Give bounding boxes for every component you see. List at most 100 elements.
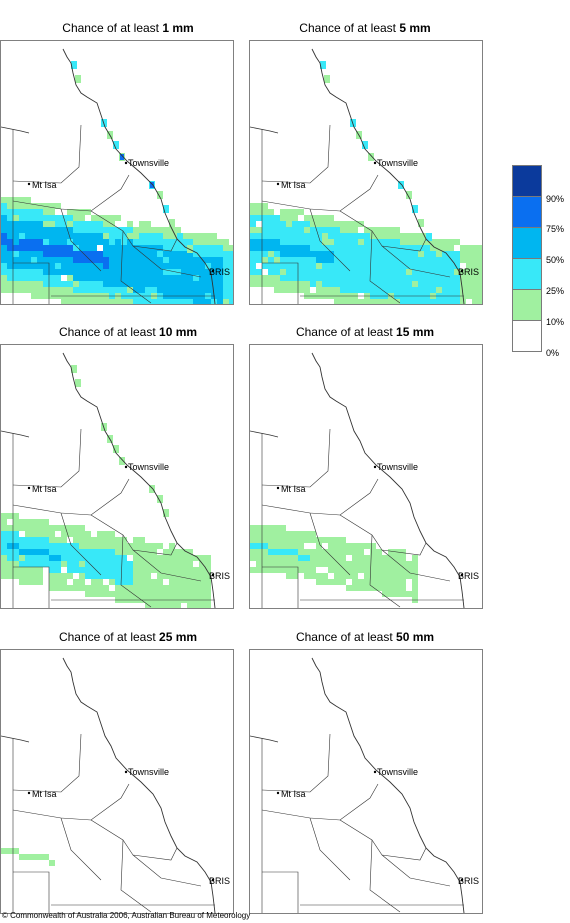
rain-band-green: [250, 525, 418, 603]
rain-map-50mm: Townsville Mt Isa BRIS: [249, 649, 483, 914]
coastline: [62, 657, 216, 913]
district-boundary: [381, 549, 451, 582]
district-boundary: [262, 262, 299, 304]
legend-label-10: 10%: [546, 317, 565, 327]
district-boundary: [12, 783, 130, 821]
mt-isa-marker: [27, 486, 31, 490]
legend-label-50: 50%: [546, 255, 565, 265]
townsville-label: Townsville: [377, 158, 419, 168]
gulf-coastline: [1, 126, 30, 134]
map-svg: [250, 352, 465, 608]
probability-legend: [512, 165, 542, 352]
rain-band-dark: [1, 233, 109, 269]
townsville-marker: [373, 770, 377, 774]
legend-label-0: 0%: [546, 348, 560, 358]
district-boundary: [120, 230, 152, 304]
district-boundary: [132, 549, 202, 582]
district-boundary: [13, 871, 50, 913]
legend-label-75: 75%: [546, 224, 565, 234]
district-boundary: [120, 839, 152, 913]
mt-isa-marker: [27, 182, 31, 186]
map-svg: [250, 657, 465, 913]
gulf-coastline: [1, 735, 30, 743]
mt-isa-marker: [276, 486, 280, 490]
district-boundary: [369, 839, 401, 913]
coastal-rain: [71, 365, 169, 517]
legend-swatch-0: [512, 321, 542, 352]
district-boundary: [309, 512, 351, 576]
panel-title-2: Chance of at least 5 mm: [299, 21, 431, 35]
mt-isa-marker: [276, 182, 280, 186]
map-svg: [250, 48, 482, 304]
rain-map-1mm: Townsville Mt Isa BRIS: [0, 40, 234, 305]
townsville-label: Townsville: [128, 158, 170, 168]
townsville-marker: [373, 161, 377, 165]
district-boundary: [261, 428, 331, 488]
district-boundary: [309, 208, 351, 272]
legend-label-90: 90%: [546, 194, 565, 204]
district-boundary: [90, 819, 178, 861]
mt-isa-label: Mt Isa: [281, 180, 306, 190]
mt-isa-marker: [276, 791, 280, 795]
map-svg: [1, 352, 216, 608]
gulf-coastline: [250, 126, 279, 134]
district-boundary: [339, 819, 427, 861]
map-svg: [1, 48, 233, 304]
rain-band-cyan: [250, 543, 310, 561]
district-boundary: [262, 566, 299, 608]
mt-isa-marker: [27, 791, 31, 795]
gulf-coastline: [250, 735, 279, 743]
district-boundary: [132, 245, 202, 278]
panel-title-1: Chance of at least 1 mm: [62, 21, 194, 35]
district-boundary: [261, 124, 331, 184]
district-boundary: [12, 733, 82, 793]
district-boundary: [12, 124, 82, 184]
mt-isa-label: Mt Isa: [32, 789, 57, 799]
coastal-rain: [320, 61, 432, 241]
rain-band-blue: [250, 239, 334, 263]
rain-band-blue: [7, 543, 61, 561]
district-boundary: [60, 512, 102, 576]
district-boundary: [262, 871, 299, 913]
district-boundary: [60, 208, 102, 272]
townsville-marker: [373, 465, 377, 469]
townsville-label: Townsville: [128, 767, 170, 777]
rain-band-green: [1, 848, 55, 866]
townsville-marker: [124, 465, 128, 469]
copyright-notice: © Commonwealth of Australia 2006, Austra…: [2, 911, 251, 920]
district-boundary: [132, 854, 202, 887]
district-boundary: [381, 854, 451, 887]
district-boundary: [12, 478, 130, 516]
panel-title-4: Chance of at least 15 mm: [295, 325, 435, 339]
legend-swatch-90: [512, 165, 542, 197]
district-boundary: [261, 478, 379, 516]
rain-map-10mm: Townsville Mt Isa BRIS: [0, 344, 234, 609]
brisbane-label: BRIS: [458, 267, 480, 277]
townsville-marker: [124, 770, 128, 774]
brisbane-marker: [460, 269, 464, 273]
district-boundary: [261, 783, 379, 821]
brisbane-label: BRIS: [209, 876, 231, 886]
district-boundary: [369, 230, 401, 304]
gulf-coastline: [250, 430, 279, 438]
district-boundary: [369, 534, 401, 608]
district-boundary: [261, 733, 331, 793]
brisbane-marker: [460, 878, 464, 882]
coastline: [311, 657, 465, 913]
rain-map-25mm: Townsville Mt Isa BRIS: [0, 649, 234, 914]
brisbane-marker: [211, 878, 215, 882]
panel-title-6: Chance of at least 50 mm: [295, 630, 435, 644]
rain-map-5mm: Townsville Mt Isa BRIS: [249, 40, 483, 305]
legend-swatch-25: [512, 259, 542, 290]
brisbane-label: BRIS: [209, 571, 231, 581]
district-boundary: [60, 817, 102, 881]
brisbane-marker: [460, 573, 464, 577]
coastline: [62, 48, 216, 304]
legend-swatch-50: [512, 228, 542, 259]
coastline: [62, 352, 216, 608]
district-boundary: [13, 262, 50, 304]
legend-swatch-75: [512, 197, 542, 228]
legend-swatch-10: [512, 290, 542, 321]
rain-map-15mm: Townsville Mt Isa BRIS: [249, 344, 483, 609]
district-boundary: [120, 534, 152, 608]
